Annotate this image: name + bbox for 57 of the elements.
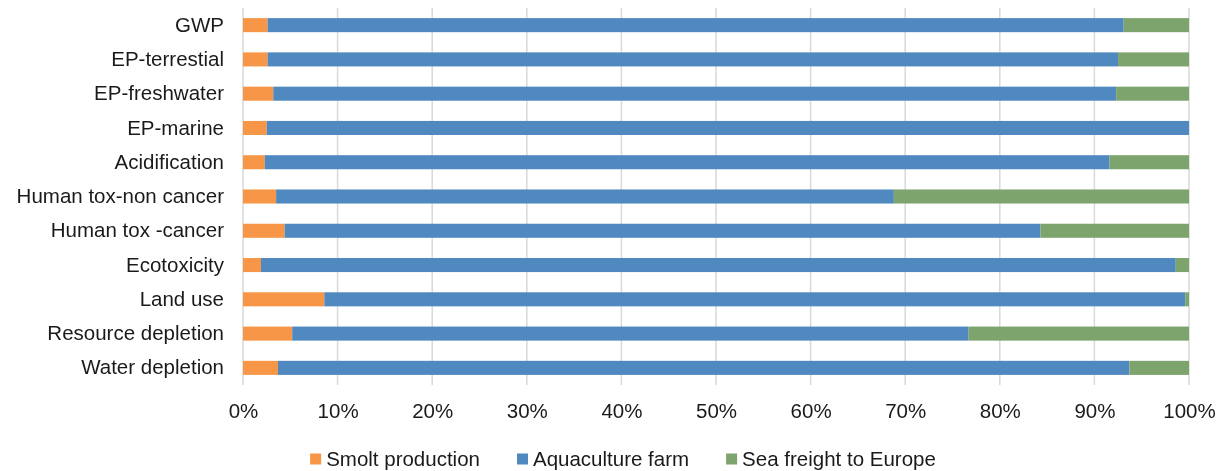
x-tick-label: 100%	[1163, 398, 1216, 422]
y-tick-label: Resource depletion	[47, 321, 224, 345]
bar	[1123, 18, 1189, 33]
y-tick-label: Land use	[139, 286, 224, 310]
bar	[968, 326, 1189, 341]
y-tick-label: Acidification	[114, 149, 224, 173]
bar	[1109, 155, 1189, 170]
y-tick-label: GWP	[175, 12, 224, 36]
y-tick-label: EP-terrestial	[111, 46, 224, 70]
bar	[264, 155, 1110, 170]
bar	[1129, 360, 1189, 375]
x-tick-label: 60%	[790, 398, 832, 422]
bar	[1118, 52, 1189, 67]
y-tick-label: EP-freshwater	[94, 81, 225, 105]
bar	[273, 86, 1117, 101]
bar	[292, 326, 969, 341]
y-tick-label: Human tox -cancer	[50, 218, 225, 242]
x-tick-label: 20%	[412, 398, 454, 422]
bar	[243, 258, 261, 273]
bar	[276, 189, 894, 204]
bar	[243, 326, 293, 341]
x-tick-label: 10%	[317, 398, 359, 422]
bar	[893, 189, 1189, 204]
x-tick-label: 50%	[695, 398, 738, 422]
bar	[243, 120, 267, 135]
bar	[243, 189, 277, 204]
x-tick-label: 40%	[601, 398, 643, 422]
bar	[243, 223, 285, 238]
legend-label: Sea freight to Europe	[742, 447, 936, 471]
y-tick-label: EP-marine	[127, 115, 224, 139]
bar	[243, 86, 274, 101]
bar	[284, 223, 1041, 238]
bar	[278, 360, 1130, 375]
legend-label: Aquaculture farm	[532, 447, 690, 471]
x-tick-label: 70%	[885, 398, 927, 422]
y-tick-label: Ecotoxicity	[126, 252, 225, 276]
y-tick-label: Water depletion	[81, 355, 224, 379]
bar	[1185, 292, 1189, 307]
bar	[243, 155, 265, 170]
bar	[1116, 86, 1189, 101]
bar	[324, 292, 1186, 307]
bar	[266, 120, 1189, 135]
x-tick-label: 80%	[979, 398, 1021, 422]
x-tick-label: 90%	[1074, 398, 1116, 422]
bar	[267, 52, 1119, 67]
bar	[243, 18, 268, 33]
x-tick-label: 0%	[228, 398, 259, 422]
bar	[260, 258, 1176, 273]
bar	[1040, 223, 1189, 238]
bar	[243, 292, 325, 307]
legend-label: Smolt production	[326, 447, 480, 471]
x-tick-label: 30%	[506, 398, 548, 422]
y-tick-label: Human tox-non cancer	[16, 184, 225, 208]
bar	[1175, 258, 1189, 273]
bar	[243, 360, 278, 375]
bar	[267, 18, 1124, 33]
bar	[243, 52, 268, 67]
